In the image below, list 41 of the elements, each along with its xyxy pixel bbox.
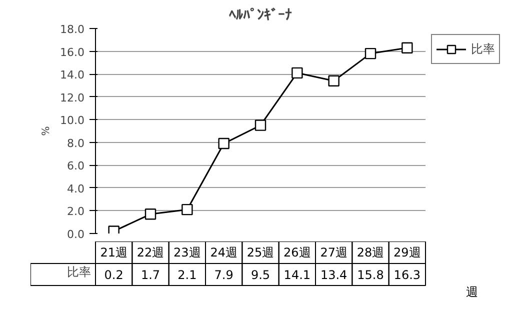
- y-tick-label: 4.0: [67, 182, 85, 196]
- x-tick-label: 22週: [136, 245, 164, 260]
- x-tick-label: 26週: [284, 245, 311, 260]
- point: [182, 204, 193, 216]
- y-tick-label: 18.0: [60, 23, 85, 36]
- text: 比率: [67, 264, 91, 278]
- x-tick-label: 25週: [246, 245, 274, 260]
- point: [402, 42, 413, 54]
- point: [254, 120, 266, 131]
- x-axis-title: 週: [466, 285, 478, 300]
- chart-title: ﾍﾙﾊﾟﾝｷﾞｰﾅ: [229, 6, 292, 24]
- data-label: 1.7: [140, 268, 160, 282]
- y-tick-label: 14.0: [60, 68, 85, 82]
- x-tick-label: 29週: [394, 245, 421, 260]
- x-tick-label: 23週: [174, 245, 201, 260]
- data-label: 0.2: [104, 268, 124, 282]
- point: [292, 67, 303, 79]
- data-label: 14.1: [284, 268, 311, 282]
- y-tick-label: 8.0: [67, 136, 85, 150]
- y-tick-label: 6.0: [67, 160, 85, 173]
- x-tick-label: 28週: [356, 245, 384, 260]
- point: [328, 75, 340, 86]
- y-tick-label: 16.0: [60, 46, 85, 59]
- data-label: 15.8: [357, 268, 384, 282]
- x-tick-label: 27週: [320, 245, 348, 260]
- data-label: 9.5: [250, 268, 270, 282]
- y-axis-title: %: [41, 126, 52, 136]
- point: [218, 138, 230, 150]
- data-label: 7.9: [214, 268, 234, 282]
- data-label: 16.3: [394, 268, 421, 282]
- data-label: 13.4: [320, 268, 348, 282]
- x-tick-label: 21週: [100, 245, 128, 260]
- y-tick-label: 10.0: [60, 114, 85, 128]
- x-tick-label: 24週: [210, 245, 238, 260]
- data-label: 2.1: [178, 268, 197, 282]
- point: [364, 48, 376, 60]
- y-tick-label: 2.0: [67, 205, 85, 218]
- y-tick-label: 12.0: [60, 91, 85, 104]
- y-tick-label: 0.0: [67, 228, 85, 241]
- point: [144, 208, 156, 220]
- legend-label: 比率: [471, 40, 495, 58]
